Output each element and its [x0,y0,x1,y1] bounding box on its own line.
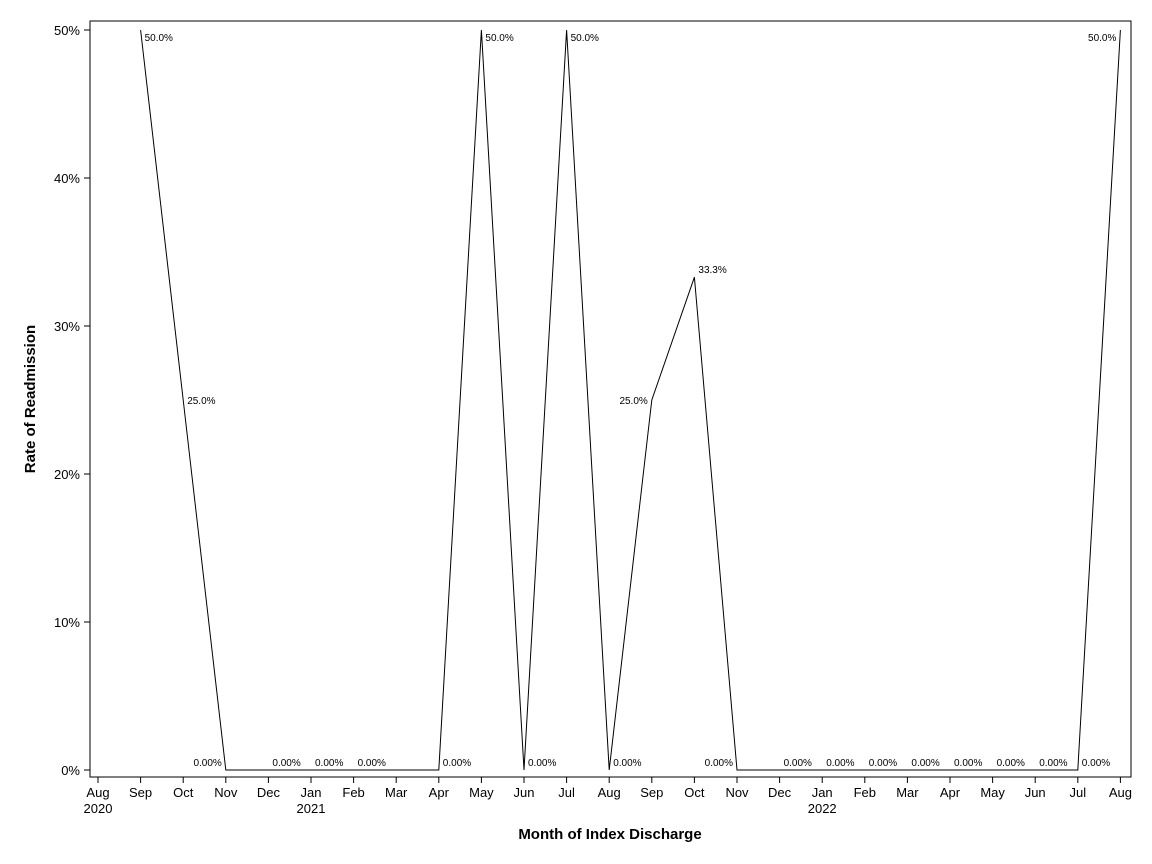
x-tick-label: Sep [640,785,663,800]
data-label: 0.00% [911,758,939,769]
data-label: 0.00% [443,758,471,769]
data-label: 0.00% [315,758,343,769]
x-tick-label: Oct [173,785,194,800]
data-label: 0.00% [705,758,733,769]
x-tick-label: Nov [725,785,749,800]
plot-frame [89,20,1132,778]
y-tick-label: 0% [61,763,80,778]
x-tick-label: Jun [514,785,535,800]
data-label: 50.0% [485,33,513,44]
x-tick-label: Dec [768,785,792,800]
data-labels: 50.0% 25.0% 0.00% 0.00% 0.00% 0.00% 0.00% 50.0%… [145,33,1117,769]
x-tick-label: Apr [429,785,450,800]
x-tick-year: 2022 [808,801,837,816]
data-label: 33.3% [698,265,726,276]
x-tick-label: Nov [214,785,238,800]
data-label: 0.00% [954,758,982,769]
x-tick-label: Aug [598,785,621,800]
data-label: 0.00% [528,758,556,769]
x-tick-label: Jul [558,785,575,800]
data-label: 50.0% [145,33,173,44]
data-label: 25.0% [187,396,215,407]
x-tick-label: Jun [1025,785,1046,800]
x-tick-year: 2020 [84,801,113,816]
data-label: 50.0% [571,33,599,44]
x-tick-label: Mar [385,785,408,800]
x-tick-label: May [469,785,494,800]
y-tick-label: 10% [54,615,80,630]
y-tick-label: 50% [54,23,80,38]
x-tick-label: Jul [1069,785,1086,800]
data-label: 0.00% [358,758,386,769]
x-tick-label: Mar [896,785,919,800]
data-label: 0.00% [613,758,641,769]
x-tick-label: May [980,785,1005,800]
x-tick-label: Jan [812,785,833,800]
data-label: 0.00% [826,758,854,769]
x-tick-label: Oct [684,785,705,800]
x-axis-title: Month of Index Discharge [518,826,701,843]
x-tick-label: Aug [1109,785,1132,800]
data-label: 0.00% [272,758,300,769]
y-tick-label: 30% [54,319,80,334]
x-tick-label: Sep [129,785,152,800]
x-tick-label: Feb [342,785,364,800]
x-tick-label: Feb [854,785,876,800]
data-label: 0.00% [1082,758,1110,769]
data-label: 0.00% [869,758,897,769]
x-tick-label: Aug [86,785,109,800]
data-label: 0.00% [997,758,1025,769]
data-label: 25.0% [619,396,647,407]
y-tick-label: 40% [54,171,80,186]
data-label: 0.00% [784,758,812,769]
x-tick-label: Apr [940,785,961,800]
data-label: 0.00% [193,758,221,769]
x-tick-label: Jan [301,785,322,800]
x-tick-label: Dec [257,785,281,800]
data-label: 50.0% [1088,33,1116,44]
series-line [140,29,1121,771]
y-tick-label: 20% [54,467,80,482]
data-label: 0.00% [1039,758,1067,769]
x-tick-year: 2021 [297,801,326,816]
y-axis: 0% 10% 20% 30% 40% 50% [54,23,90,778]
y-axis-title: Rate of Readmission [22,325,39,473]
